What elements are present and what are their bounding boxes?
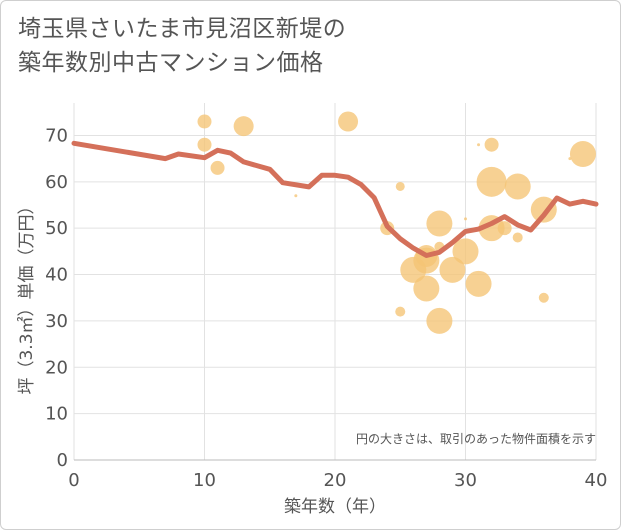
y-tick-label: 50 — [45, 218, 68, 239]
x-tick-label: 10 — [193, 470, 216, 491]
bubble-point — [426, 307, 453, 334]
y-tick-label: 10 — [45, 404, 68, 425]
x-tick-label: 30 — [454, 470, 477, 491]
bubble-point — [413, 275, 440, 302]
bubble-point — [465, 270, 492, 297]
average-line-series — [71, 140, 599, 258]
chart-title: 埼玉県さいたま市見沼区新堤の 築年数別中古マンション価格 — [18, 12, 346, 80]
x-tick-label: 40 — [585, 470, 608, 491]
bubble-point — [395, 181, 405, 191]
x-tick-label: 20 — [324, 470, 347, 491]
bubble-point — [497, 221, 512, 236]
grid — [73, 103, 597, 461]
bubble-point — [477, 143, 481, 147]
bubble-point — [197, 114, 212, 129]
x-axis-label: 築年数（年） — [284, 497, 386, 517]
bubble-point — [233, 116, 254, 137]
y-axis-label: 坪（3.3㎡）単価（万円） — [17, 197, 37, 394]
bubble-point — [476, 166, 507, 197]
y-tick-label: 60 — [45, 172, 68, 193]
chart-title-line-2: 築年数別中古マンション価格 — [18, 50, 324, 76]
bubble-point — [426, 210, 453, 237]
bubble-point — [210, 160, 225, 175]
y-tick-label: 70 — [45, 125, 68, 146]
y-tick-label: 0 — [57, 450, 68, 471]
x-tick-label: 0 — [68, 470, 79, 491]
bubble-point — [484, 137, 499, 152]
size-legend-note: 円の大きさは、取引のあった物件面積を示す — [356, 431, 596, 446]
chart-title-line-1: 埼玉県さいたま市見沼区新堤の — [18, 16, 347, 42]
y-tick-label: 40 — [45, 265, 68, 286]
bubble-point — [294, 194, 298, 198]
y-tick-label: 30 — [45, 311, 68, 332]
y-tick-label: 20 — [45, 357, 68, 378]
bubble-point — [197, 137, 212, 152]
bubble-point — [439, 256, 466, 283]
bubble-point — [538, 292, 549, 303]
bubble-point — [504, 173, 531, 200]
bubble-point — [512, 232, 523, 243]
axis-ticks: 0 10 20 30 40 0 10 20 30 40 50 60 70 — [45, 125, 607, 491]
bubble-point — [569, 141, 596, 167]
bubble-point — [452, 238, 479, 265]
bubble-point — [464, 217, 467, 221]
average-price-line — [71, 140, 599, 258]
bubble-point — [338, 111, 359, 132]
bubble-point — [395, 306, 406, 317]
